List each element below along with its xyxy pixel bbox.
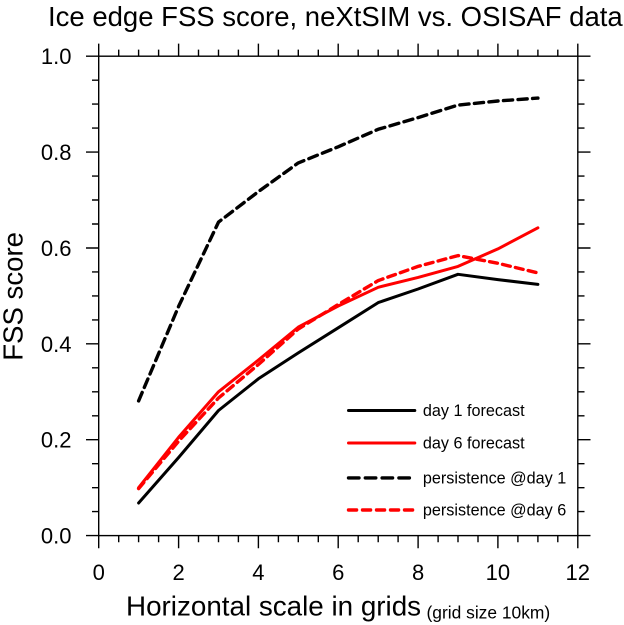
svg-text:day 6 forecast: day 6 forecast (423, 434, 525, 452)
svg-text:0.2: 0.2 (41, 428, 72, 453)
svg-text:2: 2 (172, 560, 184, 585)
svg-text:FSS score: FSS score (0, 232, 28, 361)
svg-text:10: 10 (486, 560, 510, 585)
svg-text:0.0: 0.0 (41, 524, 72, 549)
svg-text:Horizontal scale in grids: Horizontal scale in grids (126, 591, 421, 622)
svg-text:0: 0 (93, 560, 105, 585)
svg-text:0.6: 0.6 (41, 236, 72, 261)
svg-text:0.4: 0.4 (41, 332, 72, 357)
svg-text:(grid size 10km): (grid size 10km) (427, 603, 551, 623)
svg-text:6: 6 (332, 560, 344, 585)
svg-text:4: 4 (252, 560, 264, 585)
svg-text:Ice edge FSS score, neXtSIM vs: Ice edge FSS score, neXtSIM vs. OSISAF d… (48, 1, 623, 32)
svg-text:1.0: 1.0 (41, 44, 72, 69)
svg-text:12: 12 (566, 560, 590, 585)
svg-text:persistence @day 1: persistence @day 1 (423, 469, 566, 487)
svg-text:persistence @day 6: persistence @day 6 (423, 501, 566, 519)
svg-text:0.8: 0.8 (41, 140, 72, 165)
svg-text:8: 8 (412, 560, 424, 585)
svg-text:day 1 forecast: day 1 forecast (423, 402, 525, 420)
